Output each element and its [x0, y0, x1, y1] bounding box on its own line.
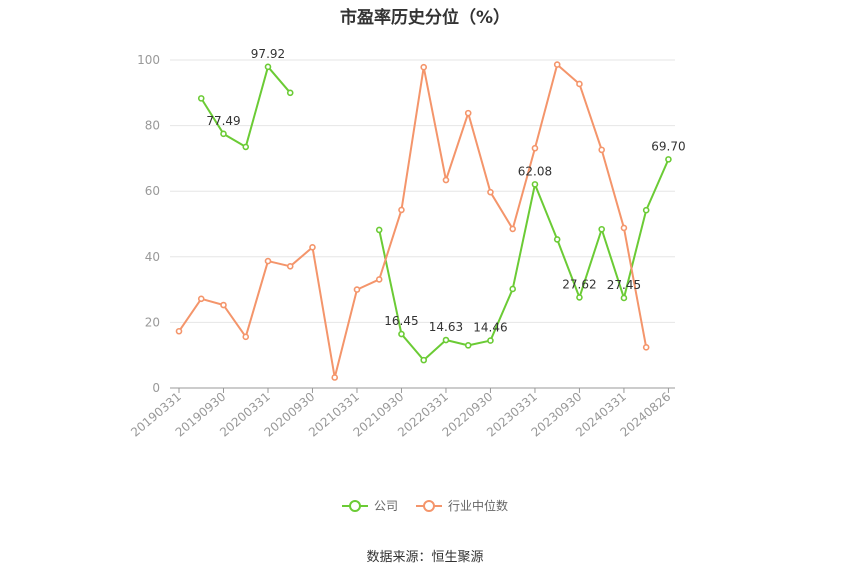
data-point — [286, 263, 294, 270]
data-point — [442, 176, 450, 184]
data-point — [220, 301, 227, 309]
legend-item-industry[interactable]: 行业中位数 — [416, 497, 508, 514]
data-point — [175, 327, 183, 335]
series-lines — [178, 63, 670, 379]
legend-line-icon — [416, 499, 442, 513]
data-point — [509, 225, 517, 233]
line-chart: 0 20 40 60 80 100 201903312019093020200331202… — [128, 47, 685, 440]
data-point — [398, 206, 405, 214]
data-point — [242, 143, 250, 151]
y-tick-label: 100 — [137, 53, 160, 67]
series-points — [175, 61, 672, 381]
data-label: 97.92 — [251, 47, 285, 61]
data-point — [464, 342, 472, 349]
data-point — [553, 61, 561, 68]
legend: 公司 行业中位数 — [0, 497, 850, 514]
data-point — [531, 144, 539, 152]
data-point — [375, 226, 383, 234]
data-label: 27.45 — [607, 278, 641, 292]
y-axis: 0 20 40 60 80 100 — [137, 53, 160, 395]
data-label: 16.45 — [384, 314, 418, 328]
data-point — [509, 285, 517, 293]
data-label: 27.62 — [562, 277, 596, 291]
data-label: 14.46 — [473, 321, 507, 335]
data-label: 62.08 — [518, 164, 552, 178]
data-point — [487, 188, 494, 196]
data-point — [286, 89, 294, 97]
data-label: 69.70 — [651, 139, 685, 153]
data-source: 数据来源：恒生聚源 — [366, 550, 484, 565]
data-point — [197, 295, 205, 303]
data-point — [398, 330, 405, 338]
data-point — [197, 95, 205, 102]
legend-label-industry: 行业中位数 — [448, 499, 509, 513]
data-point — [220, 130, 227, 138]
grid-lines — [170, 59, 675, 323]
chart-title: 市盈率历史分位（%） — [339, 8, 511, 28]
data-label: 14.63 — [429, 320, 463, 334]
y-tick-label: 60 — [145, 184, 160, 198]
legend-label-company: 公司 — [373, 499, 398, 513]
legend-item-company[interactable]: 公司 — [341, 497, 398, 514]
data-point — [598, 146, 605, 154]
legend-line-icon — [341, 499, 368, 513]
data-point — [242, 333, 250, 341]
data-point — [665, 156, 672, 163]
series-line — [200, 65, 291, 148]
series-line — [378, 158, 670, 362]
data-point — [331, 374, 339, 381]
data-point — [598, 225, 605, 233]
data-labels: 77.49 97.92 16.45 14.63 14.46 62.08 27.62 27.45… — [206, 47, 685, 335]
y-tick-label: 80 — [145, 119, 160, 133]
data-point — [531, 181, 539, 188]
data-label: 77.49 — [206, 114, 240, 128]
data-point — [353, 286, 361, 293]
data-point — [375, 276, 383, 283]
y-tick-label: 0 — [152, 381, 160, 395]
data-point — [620, 224, 628, 232]
series-line — [178, 63, 648, 379]
y-tick-label: 20 — [145, 315, 160, 329]
data-point — [464, 109, 472, 117]
data-point — [442, 336, 450, 344]
data-point — [420, 63, 428, 71]
data-point — [420, 356, 428, 364]
data-point — [309, 243, 316, 251]
y-tick-label: 40 — [145, 250, 160, 264]
x-axis: 2019033120190930202003312020093020210331… — [128, 387, 675, 440]
data-point — [576, 294, 583, 301]
data-point — [620, 294, 628, 302]
data-point — [642, 344, 650, 351]
data-point — [642, 206, 650, 214]
data-point — [264, 63, 272, 71]
data-point — [264, 257, 272, 265]
data-point — [576, 80, 583, 88]
data-point — [553, 236, 561, 243]
data-point — [487, 337, 494, 344]
